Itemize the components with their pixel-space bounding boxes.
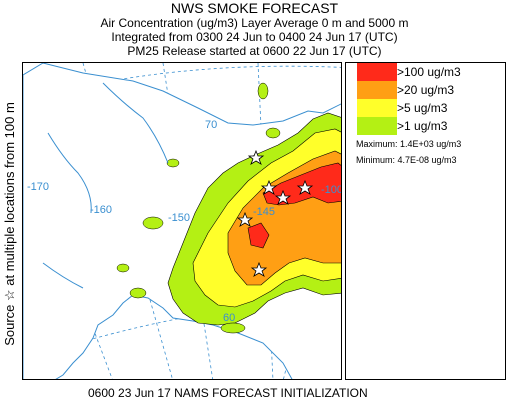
legend-item-gt5: >5 ug/m3 bbox=[357, 99, 497, 117]
legend: >100 ug/m3 >20 ug/m3 >5 ug/m3 >1 ug/m3 M… bbox=[345, 62, 506, 380]
grid-label-lon-100: -100 bbox=[321, 184, 342, 196]
legend-label: >20 ug/m3 bbox=[397, 83, 455, 97]
legend-label: >100 ug/m3 bbox=[397, 65, 461, 79]
forecast-initialization: 0600 23 Jun 17 NAMS FORECAST INITIALIZAT… bbox=[88, 386, 368, 400]
plume-patches bbox=[116, 82, 281, 334]
release-start-time: PM25 Release started at 0600 22 Jun 17 (… bbox=[127, 44, 382, 58]
legend-swatch bbox=[357, 63, 397, 81]
legend-item-gt1: >1 ug/m3 bbox=[357, 117, 497, 135]
legend-label: >5 ug/m3 bbox=[397, 101, 448, 115]
legend-item-gt20: >20 ug/m3 bbox=[357, 81, 497, 99]
grid-label-lon-150: -150 bbox=[168, 212, 190, 224]
legend-label: >1 ug/m3 bbox=[397, 119, 448, 133]
grid-label-lat-60: 60 bbox=[223, 312, 235, 324]
grid-label-lon-160: -160 bbox=[90, 204, 112, 216]
coastline bbox=[42, 82, 169, 289]
plume-gt100-b bbox=[247, 222, 270, 249]
grid-label-lon-170: -170 bbox=[27, 181, 49, 193]
grid-label-lat-70: 70 bbox=[205, 119, 217, 131]
grid-label-lon-145: -145 bbox=[253, 206, 275, 218]
source-location-label: Source ☆ at multiple locations from 100 … bbox=[2, 102, 17, 346]
legend-swatch bbox=[357, 99, 397, 117]
legend-swatch bbox=[357, 81, 397, 99]
smoke-map: -170 -160 -150 -100 -145 70 60 bbox=[22, 62, 342, 380]
integration-period: Integrated from 0300 24 Jun to 0400 24 J… bbox=[111, 30, 398, 44]
maximum-value: Maximum: 1.4E+03 ug/m3 bbox=[356, 139, 462, 149]
legend-swatch bbox=[357, 117, 397, 135]
minimum-value: Minimum: 4.7E-08 ug/m3 bbox=[356, 155, 457, 165]
forecast-title: NWS SMOKE FORECAST bbox=[170, 0, 339, 16]
star-outline-icon bbox=[236, 149, 314, 277]
legend-item-gt100: >100 ug/m3 bbox=[357, 63, 497, 81]
concentration-subtitle: Air Concentration (ug/m3) Layer Average … bbox=[100, 16, 409, 30]
